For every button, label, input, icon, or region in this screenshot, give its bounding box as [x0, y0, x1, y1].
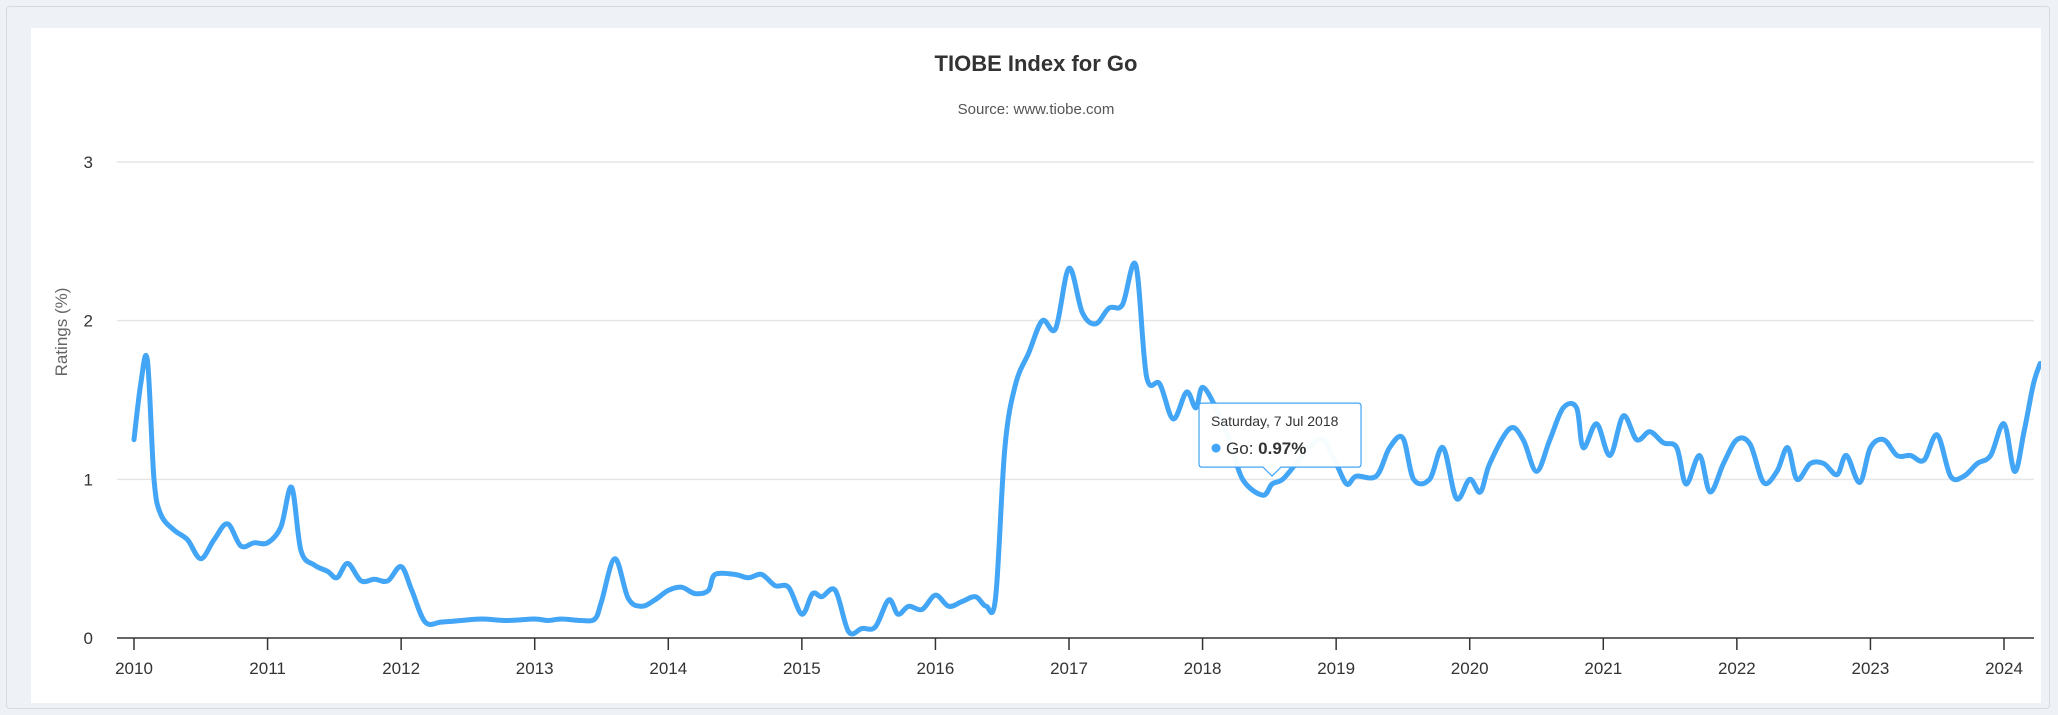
tooltip-box — [1198, 402, 1362, 477]
x-tick-label: 2016 — [917, 659, 955, 678]
x-tick-label: 2015 — [783, 659, 821, 678]
x-tick-label: 2020 — [1451, 659, 1489, 678]
grid-lines — [117, 161, 2034, 481]
tooltip-value-line: Go: 0.97% — [1226, 439, 1306, 458]
x-tick-label: 2017 — [1050, 659, 1088, 678]
y-tick-label: 0 — [84, 629, 93, 648]
chart-card: TIOBE Index for Go Source: www.tiobe.com… — [31, 28, 2041, 703]
y-axis-label: Ratings (%) — [52, 288, 71, 377]
tooltip-series-name: Go — [1226, 439, 1249, 458]
y-axis-ticks: 0 1 2 3 — [84, 153, 93, 648]
tooltip: Saturday, 7 Jul 2018 Go: 0.97% — [1198, 402, 1362, 477]
x-tick-label: 2010 — [115, 659, 153, 678]
x-tick-label: 2021 — [1584, 659, 1622, 678]
chart-subtitle: Source: www.tiobe.com — [958, 101, 1115, 118]
tooltip-value: 0.97% — [1258, 439, 1306, 458]
series-line-go — [131, 260, 2041, 637]
chart-frame: TIOBE Index for Go Source: www.tiobe.com… — [6, 6, 2050, 709]
chart-title: TIOBE Index for Go — [935, 51, 1138, 76]
x-tick-label: 2013 — [516, 659, 554, 678]
x-tick-label: 2012 — [382, 659, 420, 678]
tooltip-series-marker — [1211, 443, 1221, 453]
x-tick-label: 2019 — [1317, 659, 1355, 678]
x-tick-label: 2022 — [1718, 659, 1756, 678]
x-axis: 2010 2011 2012 2013 2014 2015 2016 2017 2018 2019… — [115, 637, 2034, 678]
line-chart: TIOBE Index for Go Source: www.tiobe.com… — [52, 51, 2041, 678]
series-group — [131, 260, 2041, 637]
x-tick-label: 2023 — [1852, 659, 1890, 678]
x-tick-label: 2018 — [1184, 659, 1222, 678]
x-tick-label: 2024 — [1985, 659, 2023, 678]
y-tick-label: 1 — [84, 470, 93, 489]
tooltip-separator: : — [1249, 439, 1258, 458]
y-tick-label: 3 — [84, 153, 93, 172]
y-tick-label: 2 — [84, 312, 93, 331]
x-tick-label: 2014 — [649, 659, 687, 678]
x-tick-label: 2011 — [249, 659, 286, 678]
tooltip-date: Saturday, 7 Jul 2018 — [1211, 413, 1339, 429]
